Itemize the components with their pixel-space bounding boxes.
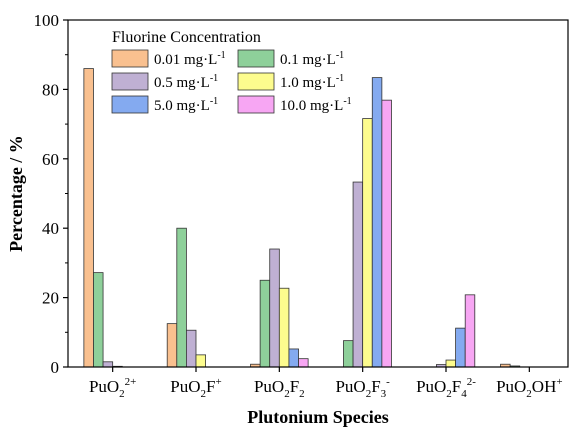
bar-series-4-category-4 (362, 118, 373, 368)
bar-series-4-category-3 (278, 287, 290, 368)
x-tick-label: PuO2F42- (416, 376, 476, 400)
legend-swatch (237, 49, 275, 68)
legend-swatch (111, 72, 149, 91)
bars-layer (83, 68, 521, 368)
bar-series-6-category-3 (298, 358, 309, 368)
legend-label: 0.1 mg·L-1 (280, 50, 344, 68)
bar-series-3-category-3 (269, 248, 280, 368)
bar-series-2-category-3 (259, 279, 271, 368)
y-tick-label: 60 (42, 150, 59, 169)
bar-series-2-category-1 (93, 272, 104, 368)
x-tick-label: PuO2OH+ (496, 376, 563, 400)
bar-series-6-category-5 (464, 294, 476, 368)
x-tick-label: PuO22+ (89, 376, 136, 400)
bar-series-5-category-3 (288, 348, 299, 368)
legend-swatch (237, 72, 275, 91)
legend-label: 5.0 mg·L-1 (154, 96, 218, 114)
y-tick-label: 80 (42, 80, 59, 99)
legend-swatch (237, 95, 275, 114)
legend-label: 1.0 mg·L-1 (280, 73, 344, 91)
bar-series-3-category-4 (352, 181, 364, 368)
bar-series-3-category-1 (102, 361, 114, 368)
x-tick-label: PuO2F3- (335, 376, 390, 400)
y-axis-title: Percentage / % (6, 135, 26, 252)
bar-series-5-category-4 (371, 77, 383, 368)
y-tick-label: 100 (34, 11, 60, 30)
bar-series-5-category-5 (455, 327, 466, 368)
bar-series-2-category-4 (343, 340, 354, 368)
bar-series-1-category-1 (83, 68, 94, 368)
bar-series-6-category-4 (381, 99, 392, 368)
x-tick-label: PuO2F2 (254, 377, 305, 400)
legend: 0.01 mg·L-1 0.1 mg·L-1 0.5 mg·L-1 1.0 mg·L-… (111, 49, 352, 114)
y-tick-label: 0 (51, 358, 60, 377)
bar-series-4-category-5 (445, 359, 457, 368)
legend-swatch (111, 95, 149, 114)
bar-series-1-category-2 (166, 323, 178, 368)
plot-frame (67, 19, 569, 368)
legend-label: 0.01 mg·L-1 (154, 50, 226, 68)
y-tick-label: 40 (42, 219, 59, 238)
legend-swatch (111, 49, 149, 68)
bar-series-4-category-2 (195, 354, 207, 368)
legend-label: 10.0 mg·L-1 (280, 96, 352, 114)
legend-title: Fluorine Concentration (112, 29, 261, 46)
y-tick-label: 20 (42, 289, 59, 308)
legend-label: 0.5 mg·L-1 (154, 73, 218, 91)
bar-series-2-category-2 (176, 227, 187, 368)
x-axis-title: Plutonium Species (247, 407, 389, 427)
bar-series-3-category-2 (185, 329, 197, 368)
axes-layer: 0 20 40 60 80 100 PuO22+ PuO2F+ PuO2F2 PuO2F3- PuO… (34, 11, 569, 400)
x-tick-label: PuO2F+ (170, 376, 221, 400)
